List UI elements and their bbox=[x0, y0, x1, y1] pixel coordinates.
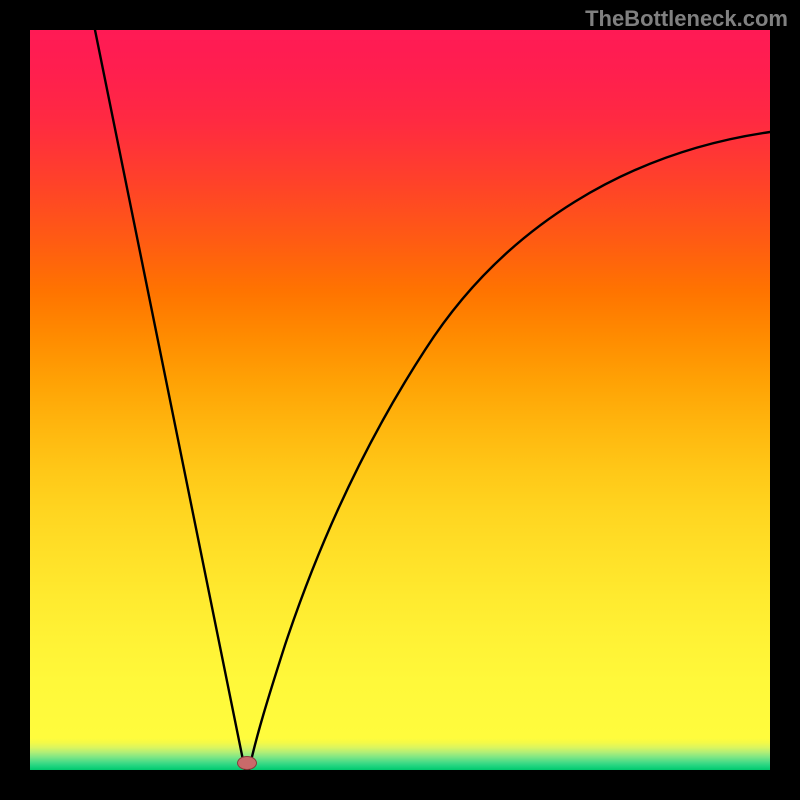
curve-left-branch bbox=[95, 30, 245, 770]
attribution-text: TheBottleneck.com bbox=[585, 6, 788, 32]
optimal-point-marker bbox=[237, 756, 257, 770]
curve-right-branch bbox=[249, 132, 770, 770]
bottleneck-curve bbox=[30, 30, 770, 770]
plot-area bbox=[30, 30, 770, 770]
